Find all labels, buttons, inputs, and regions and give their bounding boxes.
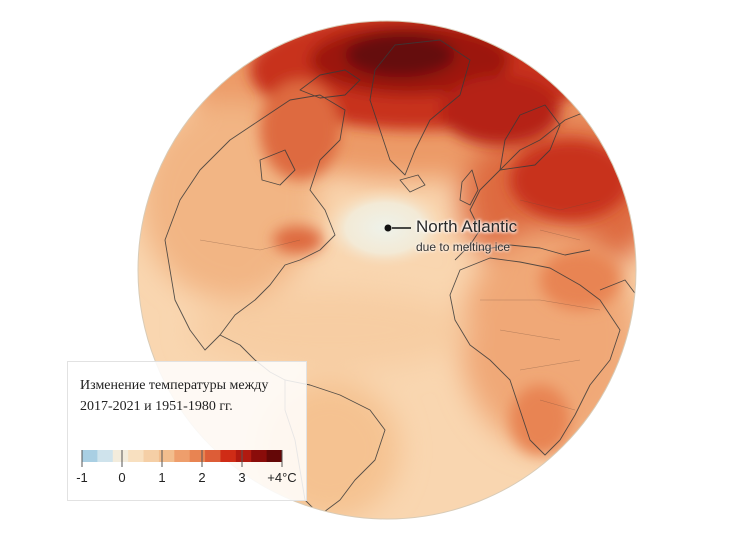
legend-tick-4: +4°C bbox=[267, 470, 297, 485]
coast-iceland bbox=[399, 174, 426, 193]
legend-color-step bbox=[158, 450, 175, 462]
coast-greenland bbox=[369, 39, 471, 176]
coast-scandinavia bbox=[499, 104, 561, 171]
hot-zone-canada bbox=[260, 80, 340, 180]
legend-color-step bbox=[205, 450, 221, 462]
coast-africa bbox=[449, 257, 621, 456]
legend-color-step bbox=[220, 450, 237, 462]
warm-zone-safrica bbox=[510, 385, 570, 455]
legend-box: Изменение температуры между 2017-2021 и … bbox=[67, 361, 307, 501]
coast-mediterranean bbox=[479, 244, 591, 256]
legend-tick-3: 3 bbox=[238, 470, 246, 485]
borders-europe bbox=[519, 199, 601, 241]
legend-tick-neg1: -1 bbox=[76, 470, 88, 485]
legend-tick-2: 2 bbox=[198, 470, 206, 485]
hot-zone-barents bbox=[440, 75, 560, 145]
borders-na bbox=[199, 239, 301, 251]
legend-color-scale bbox=[81, 450, 283, 467]
legend-tick-1: 1 bbox=[158, 470, 166, 485]
legend-color-step bbox=[82, 450, 98, 462]
legend-title: Изменение температуры между 2017-2021 и … bbox=[80, 378, 269, 414]
hot-zone-siberia bbox=[510, 140, 630, 220]
legend-color-step bbox=[251, 450, 268, 462]
coast-north-america bbox=[164, 94, 346, 351]
legend-tick-0: 0 bbox=[118, 470, 126, 485]
borders-africa bbox=[480, 299, 601, 411]
legend-color-step bbox=[97, 450, 114, 462]
legend-color-step bbox=[112, 450, 129, 462]
warm-zone-tropics bbox=[190, 290, 470, 370]
annotation-title: North Atlantic bbox=[416, 217, 518, 236]
legend-color-step bbox=[189, 450, 206, 462]
legend-color-step bbox=[235, 450, 252, 462]
annotation-dot bbox=[384, 224, 392, 232]
hot-zone-gulf bbox=[273, 226, 323, 254]
legend-color-step bbox=[143, 450, 160, 462]
warm-zone-mideast bbox=[540, 250, 620, 310]
annotation-subtitle: due to melting ice bbox=[416, 240, 511, 254]
legend-color-step bbox=[174, 450, 191, 462]
coast-britain bbox=[459, 169, 479, 206]
legend-color-step bbox=[266, 450, 283, 462]
extreme-zone-arctic bbox=[345, 33, 455, 77]
globe-outline bbox=[137, 20, 637, 520]
coast-arctic-islands bbox=[299, 69, 361, 99]
coast-hudson-bay bbox=[259, 149, 296, 186]
legend-color-step bbox=[128, 450, 145, 462]
